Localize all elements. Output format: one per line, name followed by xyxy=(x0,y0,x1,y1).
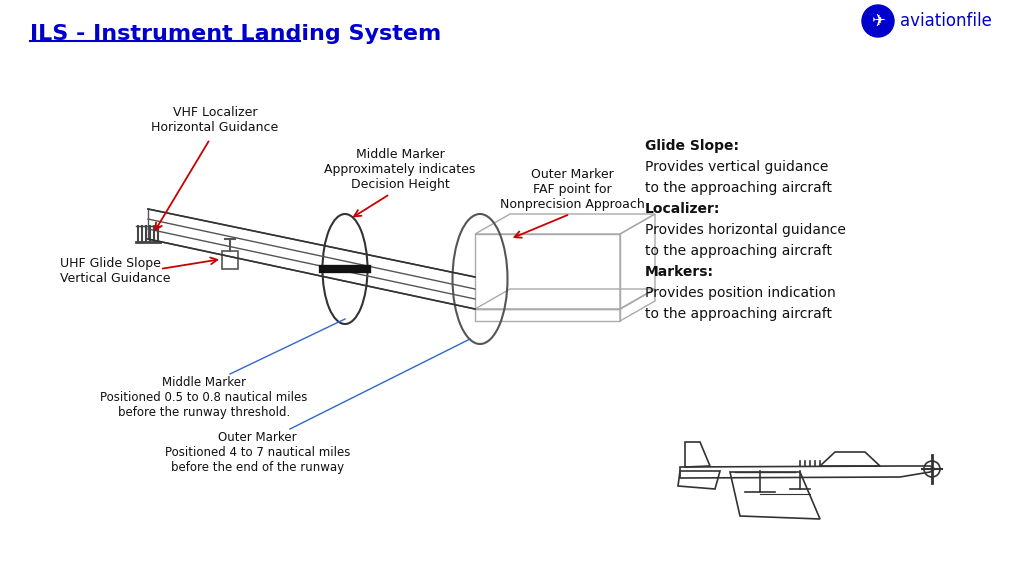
Bar xyxy=(222,251,238,269)
Text: VHF Localizer
Horizontal Guidance: VHF Localizer Horizontal Guidance xyxy=(152,106,279,134)
Text: Outer Marker
FAF point for
Nonprecision Approach: Outer Marker FAF point for Nonprecision … xyxy=(500,168,644,211)
Text: Localizer:: Localizer: xyxy=(645,202,720,216)
Text: Middle Marker
Positioned 0.5 to 0.8 nautical miles
before the runway threshold.: Middle Marker Positioned 0.5 to 0.8 naut… xyxy=(100,376,307,419)
Text: Glide Slope:: Glide Slope: xyxy=(645,139,739,153)
Text: Provides horizontal guidance: Provides horizontal guidance xyxy=(645,223,846,237)
Text: UHF Glide Slope
Vertical Guidance: UHF Glide Slope Vertical Guidance xyxy=(60,257,171,285)
Text: Middle Marker
Approximately indicates
Decision Height: Middle Marker Approximately indicates De… xyxy=(325,148,476,191)
Text: to the approaching aircraft: to the approaching aircraft xyxy=(645,244,831,258)
Text: ✈: ✈ xyxy=(871,12,885,30)
Text: ILS - Instrument Landing System: ILS - Instrument Landing System xyxy=(30,24,441,44)
Text: to the approaching aircraft: to the approaching aircraft xyxy=(645,307,831,321)
Text: Provides position indication: Provides position indication xyxy=(645,286,836,300)
Text: Provides vertical guidance: Provides vertical guidance xyxy=(645,160,828,174)
Circle shape xyxy=(862,5,894,37)
Text: Outer Marker
Positioned 4 to 7 nautical miles
before the end of the runway: Outer Marker Positioned 4 to 7 nautical … xyxy=(165,431,350,474)
Text: Markers:: Markers: xyxy=(645,265,714,279)
Text: aviationfile: aviationfile xyxy=(900,12,992,30)
Text: to the approaching aircraft: to the approaching aircraft xyxy=(645,181,831,195)
